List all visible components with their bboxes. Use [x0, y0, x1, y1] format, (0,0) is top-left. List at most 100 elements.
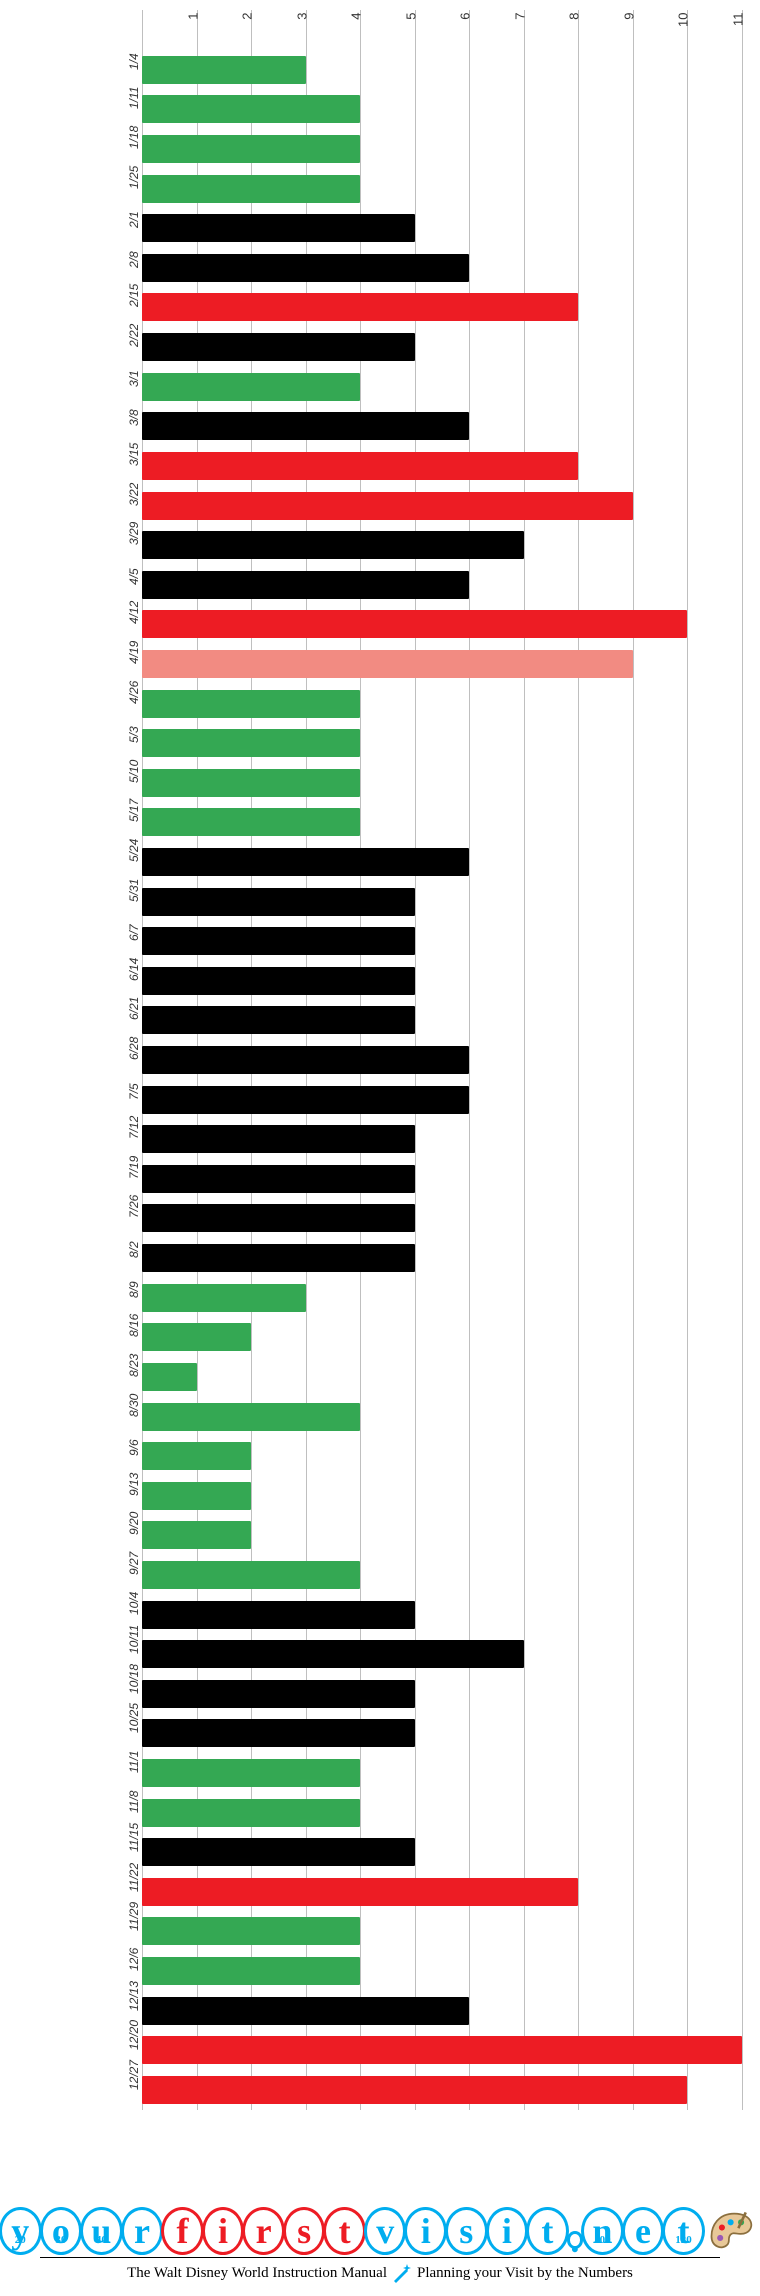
bar-row: 7/5 — [142, 1086, 742, 1114]
bar-label: 4/26 — [127, 680, 141, 703]
bar — [142, 1323, 251, 1351]
logo-letter: t120 — [662, 2207, 705, 2255]
axis-tick: 11 — [731, 13, 746, 33]
bar — [142, 452, 578, 480]
bar-label: 10/4 — [127, 1591, 141, 1614]
bar-row: 1/18 — [142, 135, 742, 163]
bar-row: 6/14 — [142, 967, 742, 995]
axis-tick: 7 — [512, 13, 527, 33]
bar-row: 9/13 — [142, 1482, 742, 1510]
bar — [142, 1125, 415, 1153]
bar-row: 8/30 — [142, 1403, 742, 1431]
bar-label: 5/3 — [127, 726, 141, 743]
bar-row: 10/25 — [142, 1719, 742, 1747]
bar-label: 6/21 — [127, 997, 141, 1020]
tagline-right: Planning your Visit by the Numbers — [417, 2265, 633, 2282]
bar-label: 7/12 — [127, 1116, 141, 1139]
bar-row: 8/16 — [142, 1323, 742, 1351]
bar-label: 10/25 — [127, 1703, 141, 1733]
logo-letter: r — [242, 2207, 285, 2255]
bar — [142, 1363, 197, 1391]
bar-row: 9/20 — [142, 1521, 742, 1549]
bar-label: 11/1 — [127, 1751, 141, 1773]
bar-label: 11/15 — [127, 1823, 141, 1852]
bar-row: 6/7 — [142, 927, 742, 955]
bar-row: 1/4 — [142, 56, 742, 84]
logo-letter: t — [323, 2207, 366, 2255]
bar — [142, 214, 415, 242]
bar — [142, 571, 469, 599]
bar — [142, 1244, 415, 1272]
logo-letter: n100 — [581, 2207, 624, 2255]
bar-label: 10/18 — [127, 1664, 141, 1694]
bar-label: 3/15 — [127, 443, 141, 466]
bar-row: 7/19 — [142, 1165, 742, 1193]
logo-letter: i — [202, 2207, 245, 2255]
bar-label: 9/20 — [127, 1512, 141, 1535]
bar-row: 3/15 — [142, 452, 742, 480]
bar-label: 6/7 — [127, 925, 141, 942]
bar-row: 8/2 — [142, 1244, 742, 1272]
bar-label: 1/4 — [127, 53, 141, 70]
bar — [142, 2036, 742, 2064]
bar — [142, 1719, 415, 1747]
bar-label: 4/19 — [127, 641, 141, 664]
bar-row: 10/18 — [142, 1680, 742, 1708]
bar-row: 3/1 — [142, 373, 742, 401]
bar — [142, 1442, 251, 1470]
wand-icon — [391, 2262, 413, 2284]
bar-row: 1/25 — [142, 175, 742, 203]
axis-tick: 3 — [294, 13, 309, 33]
bar — [142, 1997, 469, 2025]
bar-row: 9/6 — [142, 1442, 742, 1470]
bar — [142, 412, 469, 440]
bar-label: 11/8 — [127, 1790, 141, 1812]
bar — [142, 1482, 251, 1510]
bar-row: 4/5 — [142, 571, 742, 599]
bar-row: 4/26 — [142, 690, 742, 718]
bar-label: 4/12 — [127, 601, 141, 624]
bar — [142, 1878, 578, 1906]
bar-row: 3/8 — [142, 412, 742, 440]
bar — [142, 1086, 469, 1114]
axis-tick: 8 — [567, 13, 582, 33]
logo-letter: t — [526, 2207, 569, 2255]
logo-letter: e — [622, 2207, 665, 2255]
logo-letter: r — [121, 2207, 164, 2255]
bar-label: 1/25 — [127, 165, 141, 188]
bar — [142, 1957, 360, 1985]
bar-label: 5/31 — [127, 878, 141, 901]
bar-label: 6/14 — [127, 957, 141, 980]
bar-row: 11/1 — [142, 1759, 742, 1787]
bar-label: 2/8 — [127, 251, 141, 268]
bar — [142, 95, 360, 123]
bar — [142, 1284, 306, 1312]
axis-tick: 9 — [621, 13, 636, 33]
bar-row: 5/31 — [142, 888, 742, 916]
logo-letter: i — [404, 2207, 447, 2255]
bar — [142, 610, 687, 638]
bar — [142, 492, 633, 520]
logo-letter: v — [364, 2207, 407, 2255]
bar — [142, 729, 360, 757]
bar-label: 5/17 — [127, 799, 141, 822]
logo-letter: f — [161, 2207, 204, 2255]
chart-area: 1234567891011 1/41/111/181/252/12/82/152… — [142, 10, 742, 2110]
bar-row: 12/20 — [142, 2036, 742, 2064]
axis-tick: 1 — [185, 13, 200, 33]
bar — [142, 888, 415, 916]
bar-label: 1/18 — [127, 126, 141, 149]
bar — [142, 1680, 415, 1708]
bar-label: 4/5 — [127, 568, 141, 585]
bar-label: 3/8 — [127, 410, 141, 427]
bar — [142, 1799, 360, 1827]
bar — [142, 135, 360, 163]
bar — [142, 1403, 360, 1431]
bar-row: 8/23 — [142, 1363, 742, 1391]
bar — [142, 2076, 687, 2104]
footer: y20o30u40rfirstvisit.n100et120 The Walt … — [0, 2207, 760, 2284]
bar-label: 9/6 — [127, 1439, 141, 1456]
logo-letter: o30 — [40, 2207, 83, 2255]
bar-row: 4/12 — [142, 610, 742, 638]
bar-label: 7/26 — [127, 1195, 141, 1218]
